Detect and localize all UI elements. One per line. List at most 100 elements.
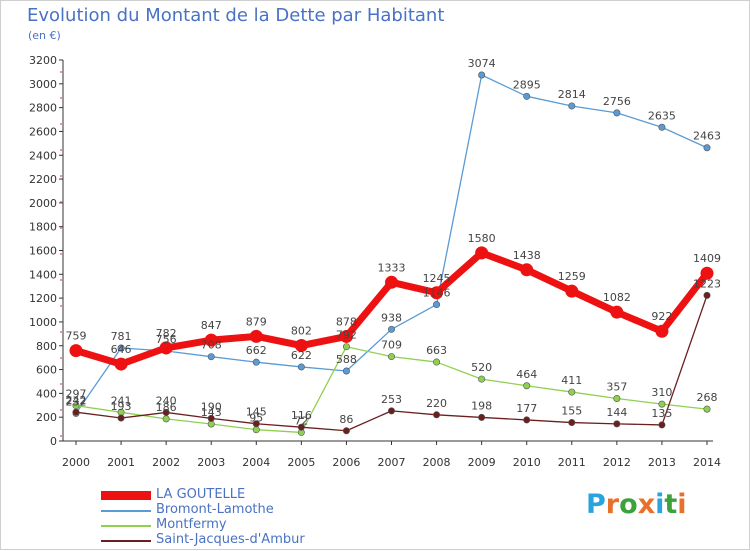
data-label-saint-jacques-d-ambur: 240 bbox=[156, 394, 177, 407]
logo-letter: i bbox=[655, 489, 665, 520]
data-point-bromont-lamothe bbox=[703, 144, 711, 152]
data-label-saint-jacques-d-ambur: 193 bbox=[111, 400, 132, 413]
y-tick-label: 3000 bbox=[29, 78, 57, 91]
data-label-montfermy: 143 bbox=[201, 406, 222, 419]
y-tick-label: 0 bbox=[50, 435, 57, 448]
data-label-saint-jacques-d-ambur: 1223 bbox=[693, 277, 721, 290]
data-label-bromont-lamothe: 2463 bbox=[693, 130, 721, 143]
data-point-montfermy bbox=[568, 388, 576, 396]
series-line-bromont-lamothe bbox=[75, 74, 708, 415]
y-tick-label: 1000 bbox=[29, 316, 57, 329]
y-tick-label: 1800 bbox=[29, 221, 57, 234]
data-label-bromont-lamothe: 2756 bbox=[603, 95, 631, 108]
data-label-montfermy: 792 bbox=[336, 329, 357, 342]
data-point-saint-jacques-d-ambur bbox=[252, 420, 260, 428]
data-label-montfermy: 411 bbox=[561, 374, 582, 387]
data-label-montfermy: 72 bbox=[294, 414, 308, 427]
data-point-la-goutelle bbox=[565, 284, 579, 298]
x-tick-label: 2001 bbox=[107, 456, 135, 469]
logo-letter: x bbox=[637, 489, 656, 520]
y-tick-label: 2400 bbox=[29, 149, 57, 162]
data-point-montfermy bbox=[703, 405, 711, 413]
logo-letter: t bbox=[664, 489, 678, 520]
x-tick-label: 2009 bbox=[468, 456, 496, 469]
data-label-montfermy: 520 bbox=[471, 361, 492, 374]
data-point-saint-jacques-d-ambur bbox=[342, 427, 350, 435]
chart-axes: 0 200 400 600 800 1000 1200 1400 1600 1800 2000 220… bbox=[29, 54, 721, 469]
x-tick-label: 2013 bbox=[648, 456, 676, 469]
x-tick-label: 2006 bbox=[332, 456, 360, 469]
x-tick-label: 2014 bbox=[693, 456, 721, 469]
data-point-saint-jacques-d-ambur bbox=[703, 291, 711, 299]
y-tick-label: 2600 bbox=[29, 125, 57, 138]
data-label-bromont-lamothe: 2635 bbox=[648, 109, 676, 122]
data-label-montfermy: 709 bbox=[381, 339, 402, 352]
data-point-bromont-lamothe bbox=[658, 123, 666, 131]
data-point-la-goutelle bbox=[339, 329, 353, 343]
data-point-saint-jacques-d-ambur bbox=[523, 416, 531, 424]
data-point-bromont-lamothe bbox=[387, 325, 395, 333]
x-tick-label: 2012 bbox=[603, 456, 631, 469]
data-point-saint-jacques-d-ambur bbox=[207, 414, 215, 422]
data-label-bromont-lamothe: 756 bbox=[156, 333, 177, 346]
data-point-saint-jacques-d-ambur bbox=[297, 423, 305, 431]
data-point-bromont-lamothe bbox=[613, 109, 621, 117]
data-label-la-goutelle: 847 bbox=[201, 319, 222, 332]
legend-label: Bromont-Lamothe bbox=[156, 502, 274, 517]
data-label-la-goutelle: 922 bbox=[651, 310, 672, 323]
data-label-bromont-lamothe: 2895 bbox=[513, 78, 541, 91]
logo-letter: r bbox=[605, 489, 620, 520]
data-point-montfermy bbox=[162, 415, 170, 423]
data-label-bromont-lamothe: 1146 bbox=[423, 287, 451, 300]
data-point-montfermy bbox=[613, 394, 621, 402]
legend-label: Saint-Jacques-d'Ambur bbox=[156, 532, 305, 547]
data-point-la-goutelle bbox=[114, 357, 128, 371]
data-point-la-goutelle bbox=[520, 263, 534, 277]
data-label-la-goutelle: 878 bbox=[336, 315, 357, 328]
data-point-la-goutelle bbox=[159, 341, 173, 355]
y-tick-label: 800 bbox=[36, 340, 57, 353]
y-tick-label: 1200 bbox=[29, 292, 57, 305]
data-labels-layer: 232 781 756 708 662 622 588 938 1146 3074 2895 2814… bbox=[66, 57, 722, 427]
data-label-montfermy: 95 bbox=[249, 412, 263, 425]
data-label-la-goutelle: 1409 bbox=[693, 252, 721, 265]
data-point-montfermy bbox=[252, 426, 260, 434]
data-point-montfermy bbox=[523, 382, 531, 390]
data-label-bromont-lamothe: 622 bbox=[291, 349, 312, 362]
data-point-montfermy bbox=[387, 353, 395, 361]
data-point-la-goutelle bbox=[430, 286, 444, 300]
proxiti-logo: Proxiti bbox=[586, 489, 687, 520]
x-tick-label: 2007 bbox=[378, 456, 406, 469]
data-label-montfermy: 268 bbox=[697, 391, 718, 404]
x-tick-label: 2011 bbox=[558, 456, 586, 469]
data-label-montfermy: 241 bbox=[111, 394, 132, 407]
data-label-bromont-lamothe: 588 bbox=[336, 353, 357, 366]
data-label-la-goutelle: 1580 bbox=[468, 232, 496, 245]
data-label-bromont-lamothe: 708 bbox=[201, 339, 222, 352]
data-point-bromont-lamothe bbox=[433, 301, 441, 309]
data-label-saint-jacques-d-ambur: 145 bbox=[246, 406, 267, 419]
data-label-montfermy: 357 bbox=[606, 380, 627, 393]
data-point-bromont-lamothe bbox=[478, 71, 486, 79]
data-point-bromont-lamothe bbox=[342, 367, 350, 375]
data-point-saint-jacques-d-ambur bbox=[478, 413, 486, 421]
chart-subtitle: (en €) bbox=[28, 29, 61, 42]
data-label-bromont-lamothe: 938 bbox=[381, 311, 402, 324]
x-tick-label: 2000 bbox=[62, 456, 90, 469]
logo-letter: P bbox=[586, 489, 606, 520]
data-point-saint-jacques-d-ambur bbox=[117, 414, 125, 422]
data-label-la-goutelle: 879 bbox=[246, 315, 267, 328]
data-point-la-goutelle bbox=[610, 305, 624, 319]
legend-label: LA GOUTELLE bbox=[156, 487, 246, 502]
data-label-la-goutelle: 1438 bbox=[513, 249, 541, 262]
y-tick-label: 200 bbox=[36, 411, 57, 424]
legend-swatch bbox=[101, 491, 151, 500]
data-point-bromont-lamothe bbox=[252, 358, 260, 366]
data-label-bromont-lamothe: 232 bbox=[66, 395, 87, 408]
data-point-la-goutelle bbox=[204, 333, 218, 347]
y-tick-label: 2800 bbox=[29, 102, 57, 115]
data-label-montfermy: 663 bbox=[426, 344, 447, 357]
data-label-bromont-lamothe: 2814 bbox=[558, 88, 586, 101]
data-point-saint-jacques-d-ambur bbox=[387, 407, 395, 415]
